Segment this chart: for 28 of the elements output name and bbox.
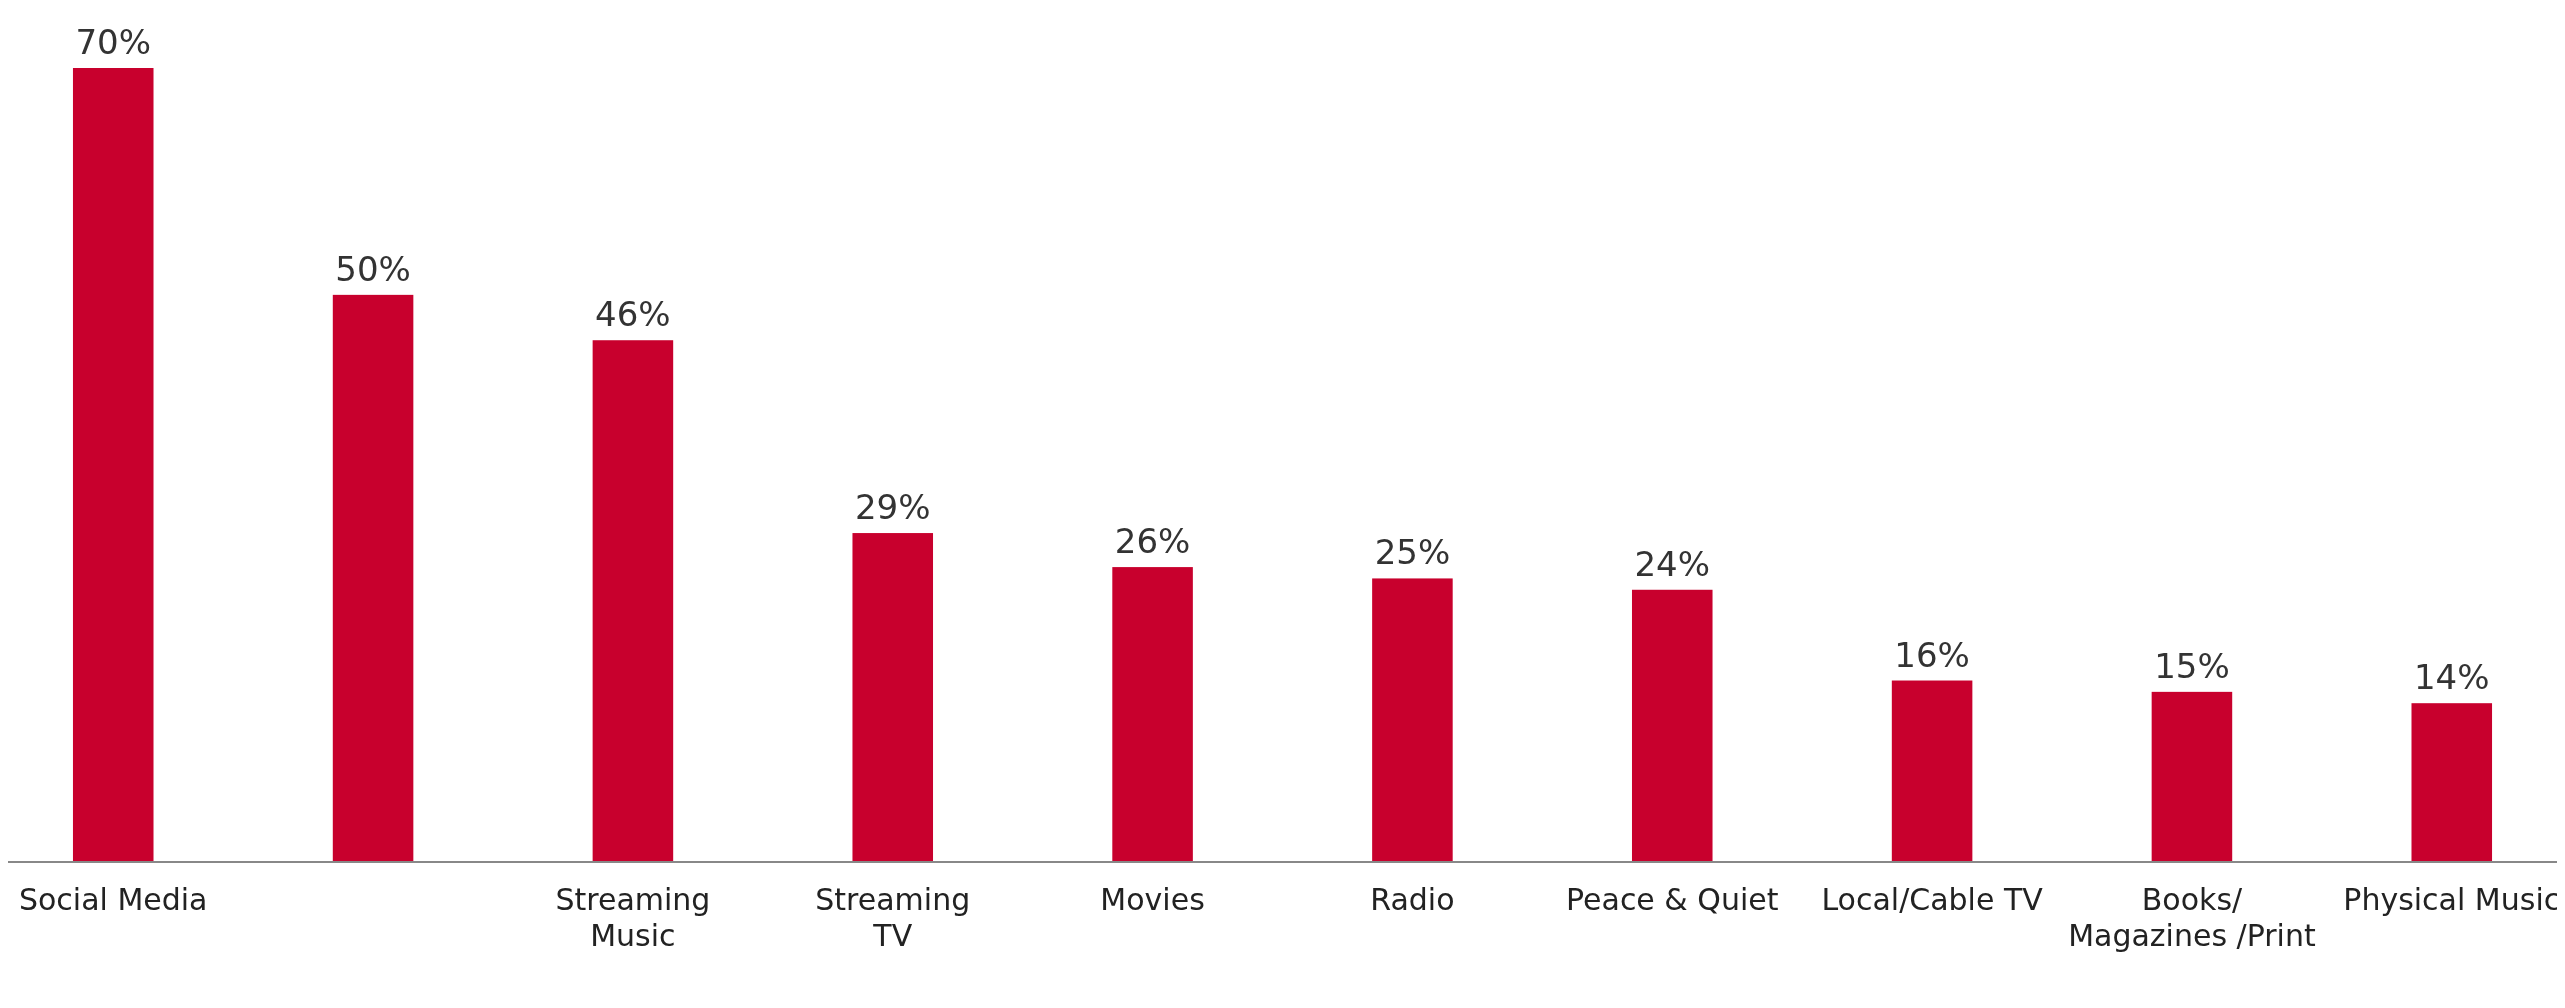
data-label: 15% [2154,645,2230,686]
x-tick-label: Social Media [18,882,208,917]
x-tick-label: Radio [1370,882,1455,917]
data-label: 29% [854,487,931,528]
bar [1372,578,1453,862]
bar [1891,680,1973,862]
bar [1112,567,1193,862]
x-tick-label: Movies [1100,882,1205,917]
x-tick-label: Local/Cable TV [1821,882,2044,917]
data-label: 16% [1894,634,1970,675]
x-tick-label: Streaming TV [815,882,971,953]
bar [72,68,154,862]
data-label: 46% [595,294,671,335]
x-tick-label: Books/ Magazines /Print [2068,882,2316,953]
x-tick-label: Streaming Music [555,882,711,953]
data-label: 50% [335,248,411,289]
data-label: 24% [1634,543,1711,584]
bar [2151,691,2233,862]
x-tick-label: Peace & Quiet [1566,882,1779,917]
bar [592,340,674,862]
data-label: 26% [1114,521,1191,562]
bar [1631,589,1713,862]
bar [332,294,414,862]
bar [2411,703,2493,862]
data-label: 70% [75,22,152,62]
bar [852,533,934,862]
data-label: 25% [1374,532,1451,573]
data-label: 14% [2413,657,2490,698]
